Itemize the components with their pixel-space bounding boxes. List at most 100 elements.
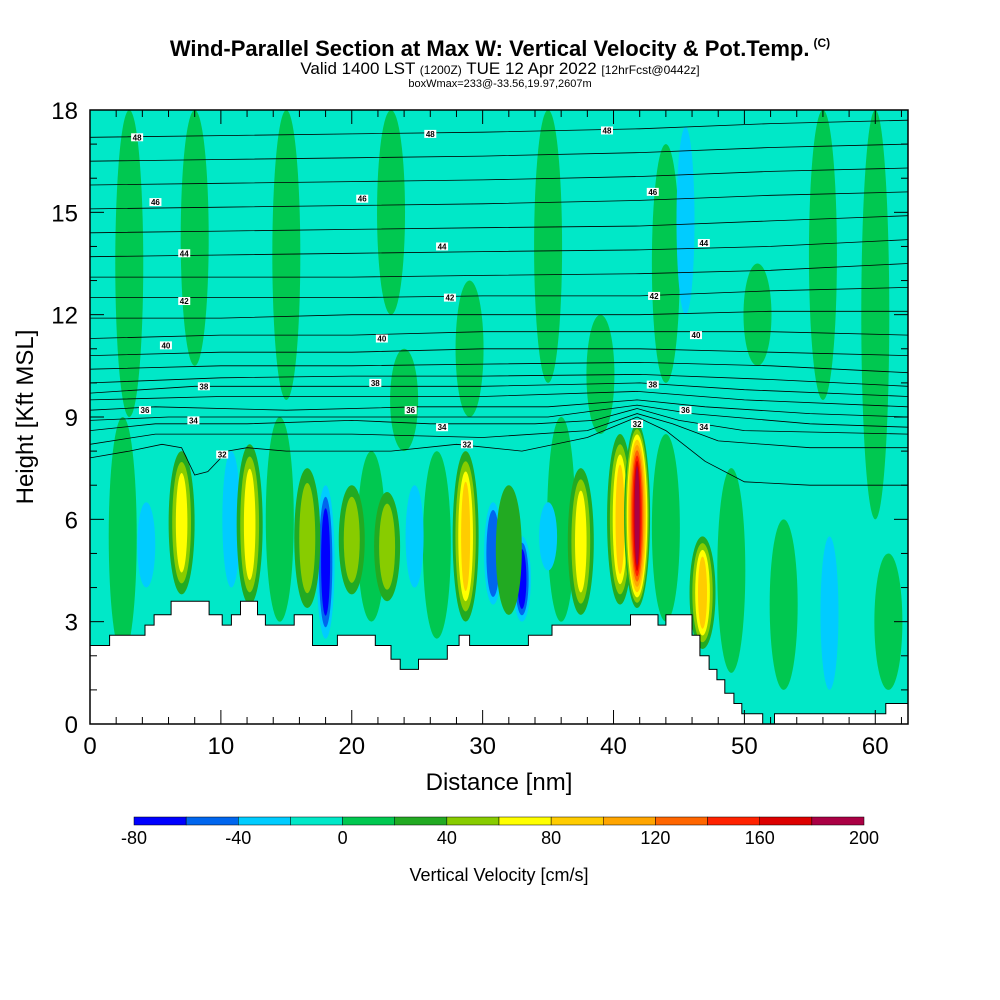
subtitle-valid-time: Valid 1400 LST	[300, 59, 416, 78]
contour-label-bg-8	[697, 239, 710, 248]
weak-ascent-17	[651, 434, 680, 622]
isentrope-10	[90, 331, 908, 339]
isentrope-5	[90, 390, 908, 408]
contour-label-bg-0	[131, 133, 144, 142]
colorbar-label-1: -40	[225, 828, 251, 848]
updraft-5-level-3	[461, 481, 471, 592]
downdraft-3-level-1	[407, 492, 422, 580]
contour-label-bg-9	[178, 297, 191, 306]
colorbar-label-2: 0	[338, 828, 348, 848]
isentrope-15	[90, 215, 908, 234]
contour-label-21: 34	[189, 416, 198, 425]
contour-label-bg-18	[138, 406, 151, 415]
contour-label-6: 44	[180, 249, 189, 258]
downdraft-6-level-0	[539, 502, 558, 571]
chart-title-mark: (C)	[813, 36, 831, 50]
colorbar-label-4: 80	[541, 828, 561, 848]
isentrope-14	[90, 239, 908, 258]
isentrope-12	[90, 287, 908, 298]
colorbar-swatch-6	[446, 816, 500, 826]
colorbar-label-0: -80	[121, 828, 147, 848]
colorbar-swatch-2	[238, 816, 291, 826]
updraft-0	[168, 451, 195, 595]
isentrope-0	[90, 416, 908, 486]
contour-label-0: 48	[133, 133, 142, 142]
updraft-5	[452, 451, 479, 622]
downdraft-7	[820, 536, 839, 690]
weak-ascent-9	[743, 263, 772, 366]
contour-label-11: 42	[650, 292, 659, 301]
downdraft-2	[316, 485, 335, 639]
contour-label-26: 32	[633, 420, 642, 429]
chart-subtitle: Valid 1400 LST (1200Z) TUE 12 Apr 2022 […	[0, 59, 1000, 79]
contour-label-bg-21	[187, 416, 200, 425]
isentrope-18	[90, 143, 908, 162]
weak-ascent-19	[769, 519, 798, 690]
downdraft-0	[137, 502, 156, 588]
contour-label-23: 34	[699, 423, 708, 432]
weak-ascent-16	[547, 416, 576, 622]
contour-label-3: 46	[151, 198, 160, 207]
updraft-6-level-0	[495, 485, 522, 615]
y-tick-label-1: 3	[65, 610, 78, 637]
colorbar-swatch-0	[133, 816, 187, 826]
contour-label-bg-15	[197, 382, 210, 391]
contour-labels: 48 48 48 46 46 46 44 44 44 42 42 42 40 40 40 38 38 38 36 36…	[131, 126, 710, 460]
updraft-9	[624, 423, 651, 609]
updraft-1-level-2	[243, 468, 256, 581]
weak-ascent-4	[390, 348, 419, 452]
isentrope-16	[90, 191, 908, 210]
contour-label-bg-26	[631, 419, 644, 428]
contour-label-bg-3	[149, 198, 162, 207]
weak-ascent-0	[115, 110, 144, 417]
weak-ascent-10	[808, 110, 837, 400]
contour-label-bg-19	[404, 406, 417, 415]
colorbar-swatch-1	[185, 816, 239, 826]
contour-label-20: 36	[681, 406, 690, 415]
chart-title: Wind-Parallel Section at Max W: Vertical…	[0, 36, 1000, 62]
updraft-6	[495, 485, 522, 615]
colorbar-swatch-5	[394, 816, 448, 826]
x-tick-label-1: 10	[208, 733, 235, 760]
colorbar-title: Vertical Velocity [cm/s]	[409, 865, 588, 885]
contour-label-bg-12	[159, 341, 172, 350]
updraft-4-level-1	[379, 503, 396, 590]
y-tick-label-6: 18	[51, 98, 78, 125]
downdraft-7-level-1	[822, 547, 837, 679]
contour-label-bg-24	[216, 450, 229, 459]
downdraft-8	[676, 127, 695, 315]
contour-label-bg-16	[369, 378, 382, 387]
y-axis-title: Height [Kft MSL]	[12, 330, 39, 505]
updraft-7-level-2	[575, 490, 587, 593]
x-tick-label-5: 50	[731, 733, 758, 760]
weak-ascent-7	[586, 314, 615, 435]
updraft-3	[338, 485, 365, 595]
contour-label-2: 48	[603, 126, 612, 135]
y-tick-label-5: 15	[51, 200, 78, 227]
contour-label-bg-5	[646, 187, 659, 196]
x-axis-title: Distance [nm]	[426, 769, 573, 796]
contour-label-9: 42	[180, 297, 189, 306]
contour-label-bg-20	[679, 406, 692, 415]
isentrope-3	[90, 404, 908, 428]
updraft-0-level-2	[175, 472, 188, 573]
weak-ascent-18	[717, 468, 746, 673]
weak-ascent-20	[874, 553, 903, 690]
x-tick-label-0: 0	[83, 733, 96, 760]
contour-label-19: 36	[406, 406, 415, 415]
contour-label-bg-14	[689, 331, 702, 340]
colorbar-swatch-11	[707, 816, 760, 826]
updraft-9-level-8	[634, 466, 640, 566]
isentrope-9	[90, 348, 908, 356]
isentrope-4	[90, 399, 908, 418]
y-tick-label-2: 6	[65, 507, 78, 534]
updraft-2	[294, 468, 321, 609]
updraft-2-level-1	[299, 482, 316, 594]
updraft-10	[689, 536, 716, 649]
contour-label-bg-22	[436, 423, 449, 432]
y-tick-label-0: 0	[65, 712, 78, 739]
weak-ascent-13	[265, 416, 294, 622]
isentrope-1	[90, 413, 908, 449]
